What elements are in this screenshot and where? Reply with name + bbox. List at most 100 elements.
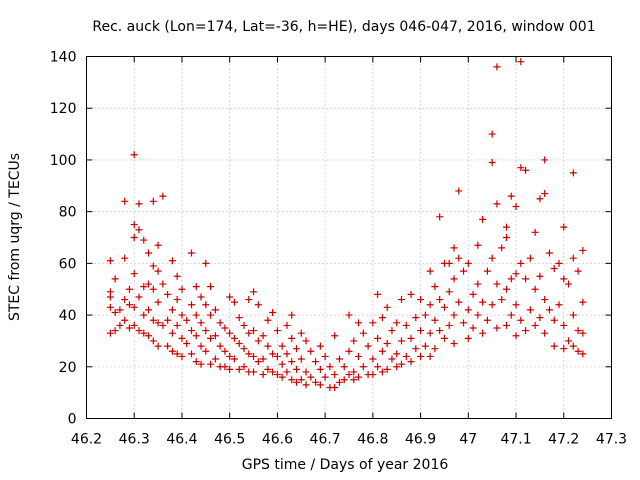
data-point [283,321,291,329]
data-point [240,345,248,353]
data-point [240,321,248,329]
data-point [154,241,162,249]
data-point [393,319,401,327]
data-point [560,321,568,329]
data-point [288,376,296,384]
data-point [230,355,238,363]
data-point [293,378,300,386]
data-point [455,187,463,195]
data-point [226,329,234,337]
data-point [216,342,224,350]
data-point [355,373,363,381]
data-point [106,303,114,311]
x-tick-label: 46.8 [357,432,388,448]
data-point [173,321,181,329]
data-point [512,301,520,309]
data-point [216,319,224,327]
data-point [331,332,339,340]
data-point [207,311,215,319]
data-point [188,301,195,309]
data-point [164,342,172,350]
data-point [159,280,167,288]
data-point [388,355,396,363]
data-point [335,355,343,363]
data-point [383,365,391,373]
data-point [493,200,501,208]
data-point [111,308,119,316]
data-point [278,342,286,350]
data-point [259,355,267,363]
data-point [130,321,138,329]
data-point [154,319,162,327]
data-point [431,283,439,291]
data-point [302,337,310,345]
data-point [412,314,420,322]
data-point [436,296,444,304]
data-point [398,337,405,345]
data-point [560,275,568,283]
data-point [140,283,148,291]
data-point [417,352,425,360]
data-point [140,236,148,244]
data-point [479,329,487,337]
data-point [135,327,143,335]
data-point [278,373,286,381]
data-point [483,316,491,324]
data-point [536,314,544,322]
y-tick-label: 80 [59,205,77,221]
data-point [178,311,186,319]
data-point [116,306,124,314]
data-point [522,275,530,283]
data-point [374,290,382,298]
y-tick-label: 140 [50,50,77,66]
data-point [536,272,544,280]
data-point [106,257,114,265]
data-point [221,347,229,355]
data-point [531,285,539,293]
data-point [140,329,148,337]
data-point [555,259,563,267]
data-point [350,376,358,384]
data-point [398,296,405,304]
data-point [579,350,587,358]
data-point [369,355,377,363]
data-point [278,360,286,368]
data-point [440,334,448,342]
data-point [512,270,520,278]
x-tick-label: 46.7 [310,432,341,448]
data-point [273,327,281,335]
data-point [154,298,162,306]
data-point [450,275,458,283]
data-point [436,327,444,335]
data-point [498,296,506,304]
data-point [579,298,587,306]
data-point [149,262,157,270]
data-point [545,249,553,257]
data-point [464,334,472,342]
data-point [145,280,153,288]
data-point [288,334,296,342]
y-axis-label: STEC from uqrg / TECUs [7,153,23,321]
data-point [192,311,200,319]
data-point [378,368,386,376]
data-point [293,345,300,353]
y-tick-label: 20 [59,360,77,376]
data-point [326,363,334,371]
data-point [283,368,291,376]
data-point [240,363,248,371]
data-point [355,352,363,360]
data-point [340,376,348,384]
data-point [264,365,272,373]
data-point [178,352,186,360]
x-tick-label: 46.3 [119,432,150,448]
data-point [565,337,573,345]
data-point [173,350,181,358]
data-point [221,363,229,371]
data-point [273,352,281,360]
y-tick-label: 0 [68,412,77,428]
data-point [493,63,501,71]
data-point [512,332,520,340]
data-point [211,355,219,363]
data-point [541,329,549,337]
data-point [130,234,138,241]
